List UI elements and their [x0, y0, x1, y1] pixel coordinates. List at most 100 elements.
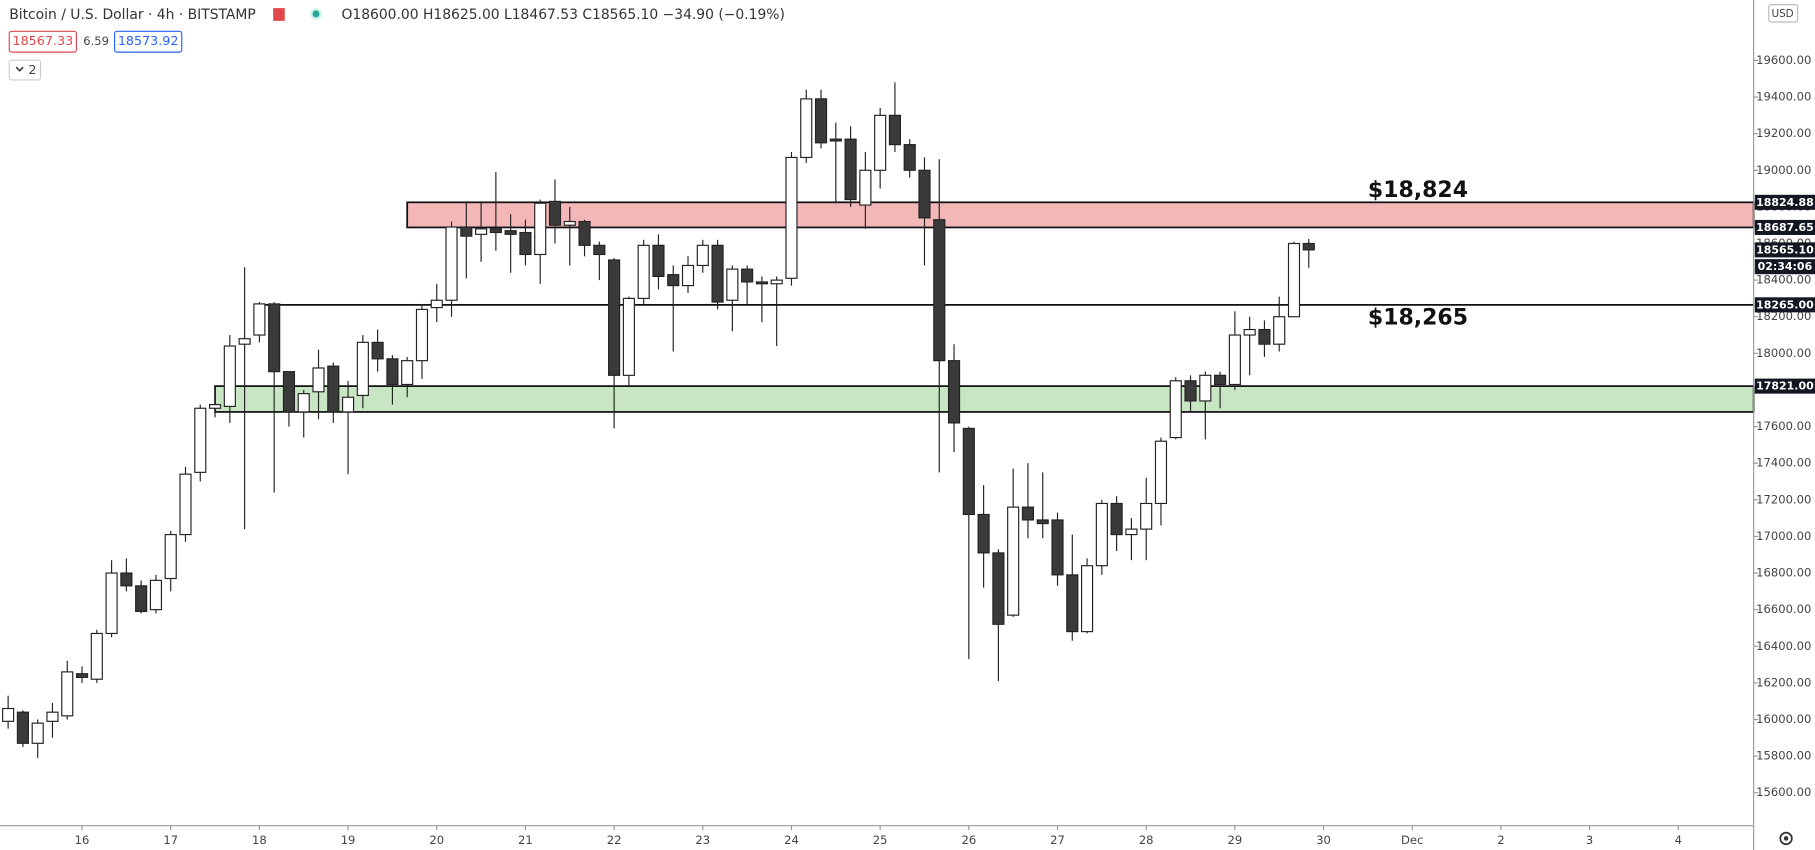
candle: [149, 574, 163, 614]
candle: [2, 695, 15, 729]
candle: [489, 172, 502, 251]
candle: [297, 389, 310, 438]
candle-body: [208, 404, 222, 409]
currency-box[interactable]: [1768, 4, 1799, 23]
candle-body: [741, 268, 754, 283]
candle: [356, 335, 369, 409]
candle-body: [401, 360, 414, 386]
candle: [1273, 296, 1286, 352]
candle: [253, 302, 266, 343]
countdown-box: [1754, 259, 1815, 275]
candle: [194, 404, 207, 482]
candle: [534, 199, 547, 284]
x-tick-label: 30: [1316, 833, 1331, 847]
candle-body: [341, 396, 355, 413]
y-tick-label: 17600.00: [1756, 419, 1811, 433]
x-tick-label: 18: [252, 833, 267, 847]
candle: [120, 558, 133, 592]
candle: [548, 179, 562, 244]
candle-body: [593, 244, 606, 256]
candle-body: [2, 707, 15, 722]
y-tick-label: 19600.00: [1756, 53, 1811, 67]
candle-body: [1228, 334, 1241, 386]
candle: [268, 302, 281, 493]
candle-body: [120, 572, 133, 587]
candle: [504, 214, 517, 273]
candle: [61, 660, 74, 720]
candle: [814, 89, 828, 149]
candle: [608, 258, 621, 429]
price-label: 18265.00: [1756, 298, 1814, 311]
candle-body: [874, 114, 887, 171]
candle: [415, 303, 429, 379]
candle-body: [992, 552, 1005, 625]
countdown: 02:34:06: [1758, 260, 1813, 273]
candle: [1125, 518, 1138, 561]
candle-body: [1184, 380, 1197, 402]
candle: [888, 82, 902, 152]
candle-body: [622, 297, 635, 376]
y-tick-label: 19200.00: [1756, 126, 1811, 140]
bid-price: 18567.33: [12, 34, 73, 49]
candle-body: [608, 259, 621, 376]
candle: [992, 549, 1005, 682]
spread: 6.59: [83, 34, 109, 48]
flag-icon[interactable]: [273, 8, 285, 21]
candle-body: [888, 114, 902, 146]
candle-body: [164, 534, 177, 580]
candle: [445, 221, 458, 317]
candle: [1302, 238, 1315, 268]
candle: [16, 710, 29, 747]
candle-body: [90, 632, 103, 680]
candle-body: [548, 200, 562, 226]
candle-body: [75, 673, 89, 678]
indicator-toggle[interactable]: [8, 59, 42, 81]
candle-body: [489, 228, 502, 234]
candle-body: [223, 345, 236, 408]
candle-body: [1110, 502, 1123, 536]
plot-area: [2, 82, 1755, 758]
price-label-box: [1754, 297, 1815, 313]
candle-body: [268, 303, 281, 373]
candle: [1169, 377, 1182, 440]
candle-body: [46, 711, 59, 722]
y-tick-label: 18400.00: [1756, 273, 1811, 287]
candle-body: [1080, 565, 1094, 633]
candle-body: [1243, 328, 1256, 336]
x-tick-label: 27: [1050, 833, 1065, 847]
candle: [519, 219, 532, 266]
candle-body: [696, 244, 709, 267]
settings-icon[interactable]: [1779, 831, 1793, 846]
candle: [1184, 375, 1197, 412]
candle-body: [386, 358, 399, 386]
candle: [179, 466, 192, 542]
x-tick-label: 3: [1586, 833, 1593, 847]
y-tick-label: 15800.00: [1756, 749, 1811, 763]
candle: [977, 485, 990, 588]
candle: [208, 389, 222, 418]
candle-body: [179, 473, 192, 536]
candle-body: [844, 138, 857, 201]
price-label-box: [1754, 194, 1815, 210]
x-tick-label: 26: [961, 833, 976, 847]
candle-body: [149, 579, 163, 611]
price-label: 18565.10: [1756, 243, 1814, 256]
y-tick-label: 15600.00: [1756, 785, 1811, 799]
candle-body: [918, 169, 931, 219]
candle-body: [504, 230, 517, 235]
candle: [681, 256, 695, 293]
candle: [933, 159, 946, 473]
chart-title: Bitcoin / U.S. Dollar · 4h · BITSTAMP: [9, 7, 256, 23]
candle-body: [859, 169, 872, 206]
candle: [637, 239, 650, 306]
ask-box[interactable]: [114, 30, 183, 53]
candle-body: [962, 427, 975, 516]
x-tick-label: 20: [429, 833, 444, 847]
bid-box[interactable]: [8, 30, 77, 53]
candle: [1243, 316, 1256, 376]
candle-body: [977, 513, 990, 554]
candle-body: [445, 226, 458, 301]
x-tick-label: 2: [1497, 833, 1504, 847]
candle-body: [1258, 328, 1271, 345]
